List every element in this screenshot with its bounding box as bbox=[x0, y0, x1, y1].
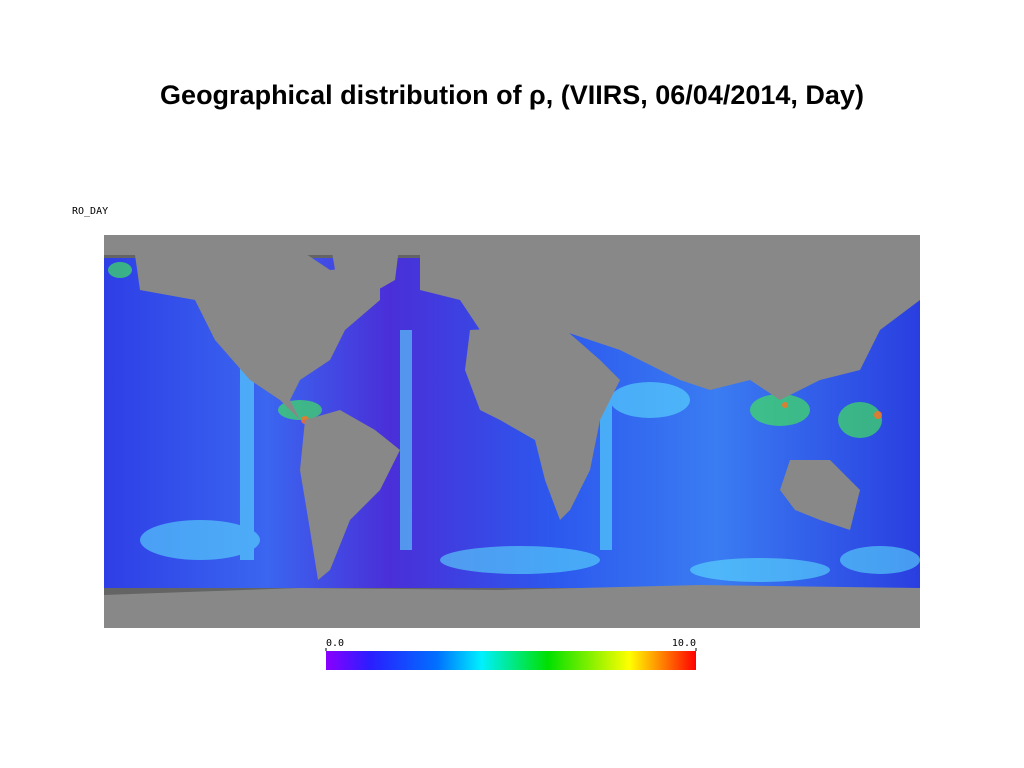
colorbar bbox=[326, 651, 696, 670]
colorbar-tick-label: 10.0 bbox=[672, 638, 696, 649]
colorbar-tick-label: 0.0 bbox=[326, 638, 344, 649]
map-label: RO_DAY bbox=[72, 206, 108, 217]
title: Geographical distribution of ρ, (VIIRS, … bbox=[160, 80, 864, 110]
map bbox=[104, 235, 920, 628]
